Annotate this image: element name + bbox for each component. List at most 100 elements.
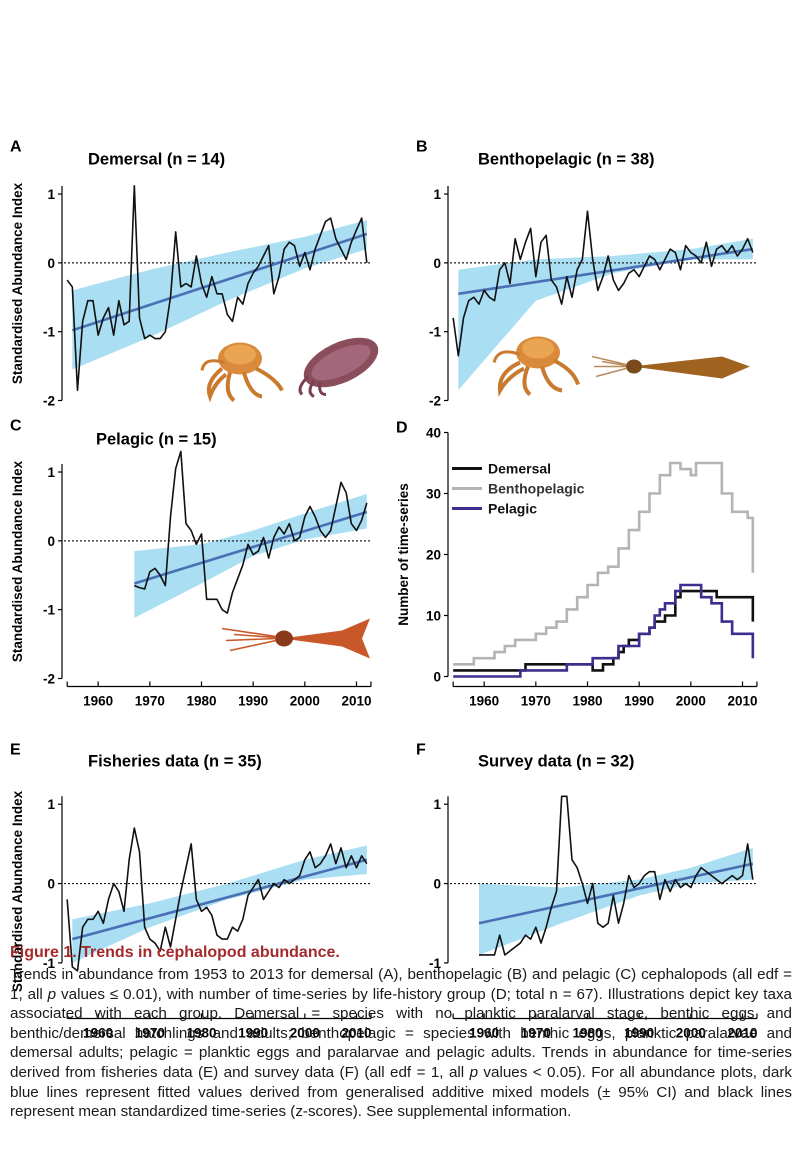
x-tick-label: 1990: [624, 1026, 654, 1041]
mean-time-series-line: [134, 450, 368, 614]
x-tick-label: 1990: [624, 694, 654, 709]
legend-label: Benthopelagic: [488, 481, 585, 497]
y-tick-label: 1: [433, 797, 441, 812]
x-tick-label: 1970: [135, 694, 165, 709]
x-tick-label: 1960: [83, 694, 113, 709]
panel-letter: C: [10, 418, 22, 435]
x-tick-label: 2010: [727, 1026, 757, 1041]
panel-e: E Fisheries data (n = 35) Standardised Abu…: [10, 742, 372, 1041]
panel-title: Fisheries data (n = 35): [88, 753, 262, 771]
mean-time-series-line: [479, 795, 754, 956]
x-tick-label: 1980: [186, 1026, 216, 1041]
x-tick-label: 2000: [290, 694, 320, 709]
x-tick-label: 1990: [238, 1026, 268, 1041]
x-tick-label: 2000: [676, 694, 706, 709]
panel-letter: D: [396, 420, 408, 437]
y-tick-label: 20: [426, 548, 441, 563]
caption-text-3: values < 0.05). For all abundance plots,…: [10, 1063, 792, 1121]
caption-text-2: values ≤ 0.01), with number of time-seri…: [10, 985, 792, 1081]
x-tick-label: 1960: [83, 1026, 113, 1041]
ommastrephid-squid-icon: [221, 618, 370, 659]
x-tick-label: 1960: [469, 1026, 499, 1041]
x-tick-label: 2000: [290, 1026, 320, 1041]
fitted-trend-line: [71, 858, 368, 941]
y-tick-label: 1: [47, 465, 55, 480]
fitted-trend-line: [478, 862, 754, 925]
panel-c: C Pelagic (n = 15) Standardised Abundance …: [10, 418, 372, 709]
caption-title: Figure 1. Trends in cephalopod abundance…: [10, 944, 340, 961]
panel-a: A Demersal (n = 14) Standardised Abundance…: [10, 139, 372, 409]
caption-body: Trends in abundance from 1953 to 2013 fo…: [10, 965, 792, 1122]
panel-b: B Benthopelagic (n = 38) -2 -1 0 1: [416, 139, 758, 409]
x-tick-label: 1970: [521, 694, 551, 709]
panel-d: D Number of time-series 0 10 20 30 40 1960 1970 1…: [396, 420, 758, 709]
panel-letter: F: [416, 742, 426, 759]
x-tick-label: 1970: [521, 1026, 551, 1041]
legend-label: Demersal: [488, 461, 551, 477]
panel-title: Pelagic (n = 15): [96, 431, 217, 449]
x-tick-label: 2000: [676, 1026, 706, 1041]
panel-title: Benthopelagic (n = 38): [478, 151, 655, 169]
panel-title: Demersal (n = 14): [88, 151, 225, 169]
y-tick-label: 0: [47, 877, 55, 892]
y-tick-label: -1: [429, 956, 441, 971]
y-tick-label: 0: [47, 256, 55, 271]
x-tick-label: 1980: [572, 1026, 602, 1041]
mean-time-series-line: [66, 827, 368, 972]
x-tick-label: 1980: [572, 694, 602, 709]
y-tick-label: -1: [43, 956, 55, 971]
y-tick-label: -2: [43, 672, 55, 687]
loligo-squid-icon: [591, 355, 750, 379]
y-axis-label: Number of time-series: [396, 483, 411, 626]
x-tick-label: 1990: [238, 694, 268, 709]
confidence-band: [479, 847, 753, 955]
panel-f: F Survey data (n = 32) -1 0 1 1960 1970 1980 199…: [416, 742, 758, 1041]
octopus-icon: [200, 342, 284, 403]
x-tick-label: 1970: [135, 1026, 165, 1041]
panel-letter: B: [416, 139, 428, 156]
y-tick-label: -1: [429, 325, 441, 340]
y-tick-label: -1: [43, 325, 55, 340]
y-tick-label: 1: [47, 797, 55, 812]
y-axis-label: Standardised Abundance Index: [10, 460, 25, 662]
panel-letter: E: [10, 742, 21, 759]
y-tick-label: -2: [43, 394, 55, 409]
y-tick-label: 1: [433, 187, 441, 202]
confidence-band: [134, 494, 367, 618]
series-line-pelagic: [453, 583, 755, 678]
x-tick-label: 1960: [469, 694, 499, 709]
y-axis-label: Standardised Abundance Index: [10, 790, 25, 992]
confidence-band: [72, 220, 367, 370]
caption-text-1: Trends in abundance from 1953 to 2013 fo…: [10, 966, 792, 1003]
cuttlefish-icon: [298, 337, 379, 398]
y-tick-label: 30: [426, 487, 441, 502]
y-tick-label: 10: [426, 609, 441, 624]
confidence-band: [458, 238, 753, 391]
mean-time-series-line: [66, 184, 368, 391]
caption-p-1: p: [47, 985, 57, 1003]
x-tick-label: 1980: [186, 694, 216, 709]
panel-title: Survey data (n = 32): [478, 753, 634, 771]
caption-p-2: p: [469, 1063, 479, 1081]
mean-time-series-line: [452, 210, 754, 357]
y-tick-label: 0: [433, 877, 441, 892]
figure-caption: Figure 1. Trends in cephalopod abundance…: [10, 944, 792, 1122]
y-tick-label: 40: [426, 426, 441, 441]
y-tick-label: 1: [47, 187, 55, 202]
y-tick-label: 0: [433, 256, 441, 271]
fitted-trend-line: [458, 247, 754, 296]
x-tick-label: 2010: [341, 1026, 371, 1041]
x-tick-label: 2010: [727, 694, 757, 709]
confidence-band: [72, 845, 367, 963]
y-tick-label: 0: [47, 534, 55, 549]
x-tick-label: 2010: [341, 694, 371, 709]
legend-label: Pelagic: [488, 501, 537, 517]
y-tick-label: -2: [429, 394, 441, 409]
y-tick-label: 0: [433, 670, 441, 685]
y-axis-label: Standardised Abundance Index: [10, 182, 25, 384]
series-line-benthopelagic: [453, 461, 755, 666]
y-tick-label: -1: [43, 603, 55, 618]
octopus-icon: [492, 336, 580, 397]
panel-letter: A: [10, 139, 22, 156]
